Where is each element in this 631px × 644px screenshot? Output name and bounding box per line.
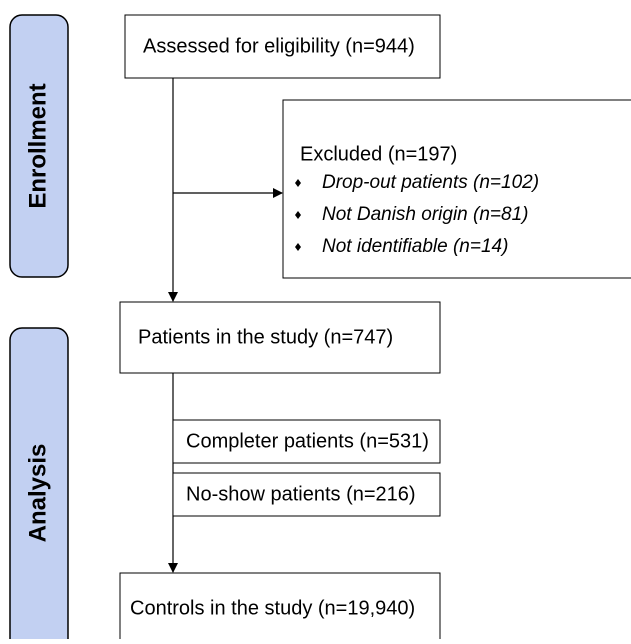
analysis-box — [9, 327, 69, 644]
study-box — [119, 301, 441, 374]
assessed-box — [124, 14, 441, 79]
controls-box — [119, 572, 441, 644]
completer-box — [172, 419, 441, 464]
excluded-item: Not identifiable (n=14) — [322, 236, 508, 257]
excluded-box — [282, 99, 631, 279]
excluded-list: Drop-out patients (n=102) Not Danish ori… — [295, 172, 539, 257]
completer-text: Completer patients (n=531) — [186, 430, 429, 452]
assessed-text: Assessed for eligibility (n=944) — [143, 35, 415, 57]
excluded-title: Excluded (n=197) — [300, 143, 457, 165]
bullet — [295, 211, 301, 219]
controls-text: Controls in the study (n=19,940) — [130, 597, 415, 619]
noshow-box — [172, 472, 441, 517]
bullet — [295, 243, 301, 251]
enrollment-box — [9, 14, 69, 278]
excluded-item: Drop-out patients (n=102) — [322, 172, 539, 193]
excluded-item: Not Danish origin (n=81) — [322, 204, 528, 225]
noshow-text: No-show patients (n=216) — [186, 483, 416, 505]
enrollment-label: Enrollment — [24, 83, 51, 208]
bullet — [295, 179, 301, 187]
study-text: Patients in the study (n=747) — [138, 326, 393, 348]
analysis-label: Analysis — [24, 444, 51, 543]
